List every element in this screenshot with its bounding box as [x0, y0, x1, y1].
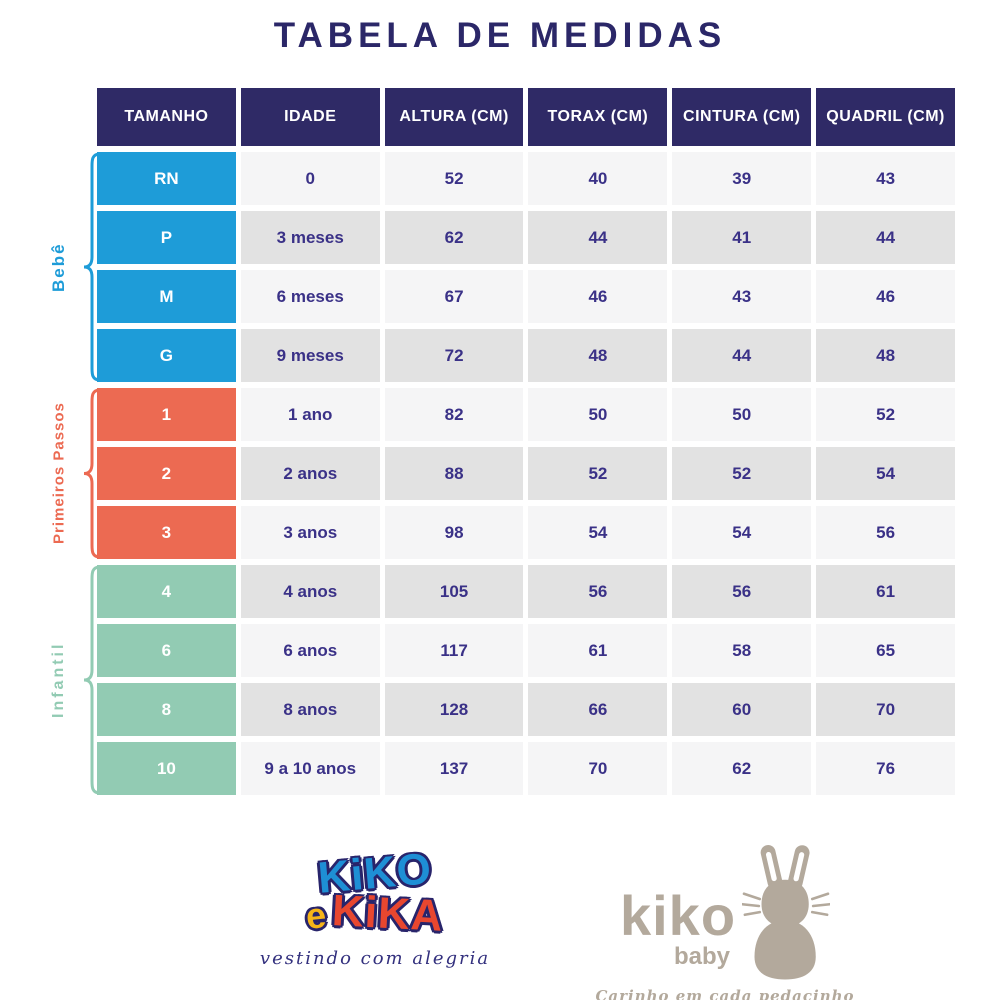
- idade-cell: 6 anos: [240, 624, 380, 677]
- cintura-cell: 39: [672, 152, 812, 205]
- idade-cell: 0: [240, 152, 380, 205]
- cintura-cell: 54: [672, 506, 812, 559]
- infantil-bracket: [82, 565, 102, 795]
- kiko-e-kika-tagline: vestindo com alegria: [259, 948, 491, 969]
- size-cell: 3: [97, 506, 236, 559]
- altura-cell: 88: [384, 447, 524, 500]
- idade-cell: 1 ano: [240, 388, 380, 441]
- primeiros-passos-bracket: [82, 388, 102, 559]
- altura-cell: 117: [384, 624, 524, 677]
- cintura-cell: 58: [672, 624, 812, 677]
- size-cell: 2: [97, 447, 236, 500]
- kiko-e-kika-logo: KiKO e KiKA vestindo com alegria: [250, 844, 500, 969]
- kiko-baby-wordmark: kiko baby: [570, 843, 880, 983]
- quadril-cell: 61: [816, 565, 955, 618]
- column-header-torax: TORAX (CM): [528, 88, 668, 146]
- size-cell: 1: [97, 388, 236, 441]
- size-cell: 4: [97, 565, 236, 618]
- kika-wordmark: e KiKA: [250, 886, 500, 941]
- column-header-tamanho: TAMANHO: [97, 88, 236, 146]
- idade-cell: 6 meses: [240, 270, 380, 323]
- idade-cell: 8 anos: [240, 683, 380, 736]
- cintura-cell: 50: [672, 388, 812, 441]
- torax-cell: 40: [528, 152, 668, 205]
- idade-cell: 9 a 10 anos: [240, 742, 380, 795]
- torax-cell: 54: [528, 506, 668, 559]
- altura-cell: 98: [384, 506, 524, 559]
- bunny-icon: [742, 845, 831, 980]
- altura-cell: 67: [384, 270, 524, 323]
- torax-cell: 66: [528, 683, 668, 736]
- page-title: TABELA DE MEDIDAS: [273, 16, 727, 55]
- quadril-cell: 43: [816, 152, 955, 205]
- quadril-cell: 65: [816, 624, 955, 677]
- column-header-idade: IDADE: [240, 88, 380, 146]
- size-cell: 10: [97, 742, 236, 795]
- cintura-cell: 60: [672, 683, 812, 736]
- curly-brace-icon: [83, 152, 102, 382]
- kiko-baby-name: kiko: [619, 884, 737, 947]
- quadril-cell: 56: [816, 506, 955, 559]
- curly-brace-icon: [83, 388, 102, 559]
- quadril-cell: 44: [816, 211, 955, 264]
- altura-cell: 62: [384, 211, 524, 264]
- torax-cell: 46: [528, 270, 668, 323]
- altura-cell: 82: [384, 388, 524, 441]
- size-cell: G: [97, 329, 236, 382]
- size-cell: M: [97, 270, 236, 323]
- quadril-cell: 70: [816, 683, 955, 736]
- bebe-bracket: [82, 152, 102, 382]
- quadril-cell: 54: [816, 447, 955, 500]
- cintura-cell: 41: [672, 211, 812, 264]
- kiko-baby-sub: baby: [674, 943, 731, 971]
- altura-cell: 105: [384, 565, 524, 618]
- torax-cell: 48: [528, 329, 668, 382]
- group-label-infantil: Infantil: [50, 641, 67, 719]
- altura-cell: 137: [384, 742, 524, 795]
- altura-cell: 128: [384, 683, 524, 736]
- column-header-quadril: QUADRIL (CM): [816, 88, 955, 146]
- cintura-cell: 56: [672, 565, 812, 618]
- size-cell: RN: [97, 152, 236, 205]
- quadril-cell: 76: [816, 742, 955, 795]
- cintura-cell: 43: [672, 270, 812, 323]
- altura-cell: 72: [384, 329, 524, 382]
- torax-cell: 56: [528, 565, 668, 618]
- torax-cell: 61: [528, 624, 668, 677]
- idade-cell: 9 meses: [240, 329, 380, 382]
- group-label-bebe: Bebê: [49, 242, 68, 292]
- torax-cell: 50: [528, 388, 668, 441]
- size-cell: P: [97, 211, 236, 264]
- idade-cell: 3 meses: [240, 211, 380, 264]
- quadril-cell: 48: [816, 329, 955, 382]
- idade-cell: 4 anos: [240, 565, 380, 618]
- group-label-primeiros-passos: Primeiros Passos: [50, 402, 68, 545]
- altura-cell: 52: [384, 152, 524, 205]
- kiko-baby-logo: kiko baby: [570, 843, 880, 1000]
- quadril-cell: 52: [816, 388, 955, 441]
- curly-brace-icon: [83, 565, 102, 795]
- cintura-cell: 44: [672, 329, 812, 382]
- kiko-baby-tagline: Carinho em cada pedacinho: [595, 987, 855, 1000]
- cintura-cell: 52: [672, 447, 812, 500]
- column-header-altura: ALTURA (CM): [384, 88, 524, 146]
- idade-cell: 3 anos: [240, 506, 380, 559]
- size-cell: 8: [97, 683, 236, 736]
- torax-cell: 44: [528, 211, 668, 264]
- quadril-cell: 46: [816, 270, 955, 323]
- e-word: e: [303, 894, 329, 937]
- idade-cell: 2 anos: [240, 447, 380, 500]
- cintura-cell: 62: [672, 742, 812, 795]
- torax-cell: 70: [528, 742, 668, 795]
- torax-cell: 52: [528, 447, 668, 500]
- measurements-table: TAMANHO IDADE ALTURA (CM) TORAX (CM) CIN…: [97, 88, 955, 795]
- column-header-cintura: CINTURA (CM): [672, 88, 812, 146]
- size-cell: 6: [97, 624, 236, 677]
- kika-word: KiKA: [331, 886, 446, 941]
